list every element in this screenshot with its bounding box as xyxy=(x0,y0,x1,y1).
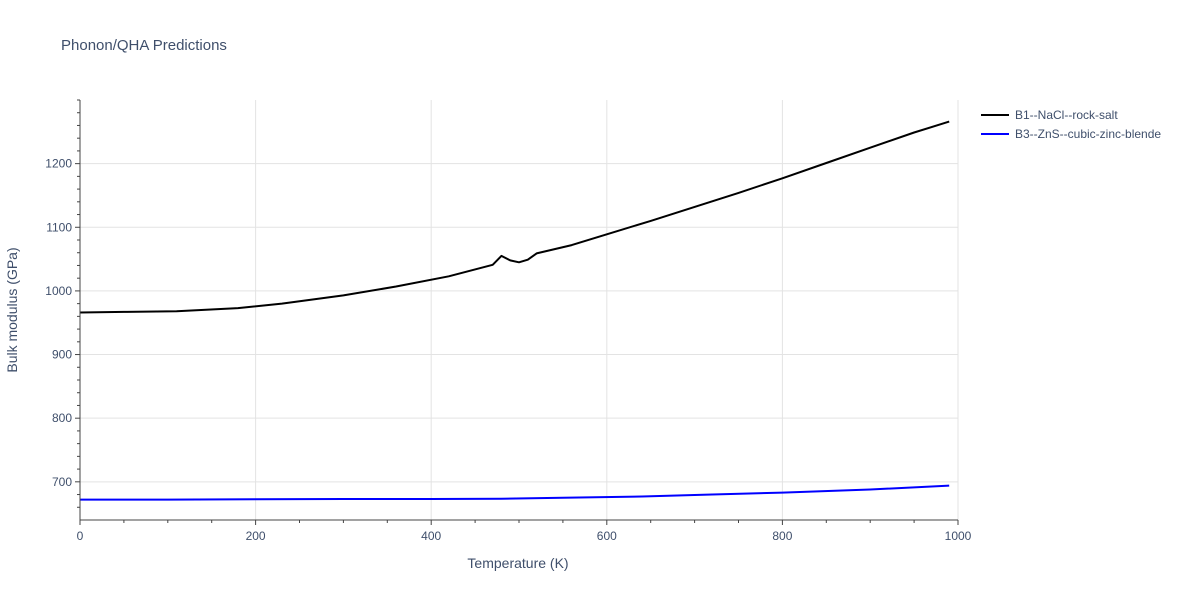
series-line-0 xyxy=(79,120,950,314)
x-axis-title: Temperature (K) xyxy=(467,555,568,571)
x-tick-label: 400 xyxy=(421,529,441,543)
legend-item-1[interactable]: B3--ZnS--cubic-zinc-blende xyxy=(981,127,1161,141)
x-tick-label: 0 xyxy=(77,529,84,543)
x-tick-label: 200 xyxy=(246,529,266,543)
legend-label: B1--NaCl--rock-salt xyxy=(1015,108,1118,122)
x-tick-label: 800 xyxy=(772,529,792,543)
legend-item-0[interactable]: B1--NaCl--rock-salt xyxy=(981,108,1118,122)
x-tick-label: 1000 xyxy=(945,529,972,543)
series-layer xyxy=(79,120,950,501)
chart-title: Phonon/QHA Predictions xyxy=(61,37,227,54)
y-axis-title: Bulk modulus (GPa) xyxy=(4,247,20,372)
y-tick-label: 1100 xyxy=(46,220,72,234)
axis-layer: 0 200 400 600 800 1000 700 800 900 1000 1100 1200 xyxy=(45,99,972,543)
x-tick-label: 600 xyxy=(597,529,617,543)
y-tick-label: 700 xyxy=(52,475,72,489)
y-tick-label: 800 xyxy=(52,411,72,425)
series-line-1 xyxy=(80,484,950,501)
grid-layer xyxy=(80,100,959,520)
y-tick-label: 1000 xyxy=(45,284,72,298)
y-tick-label: 900 xyxy=(52,348,72,362)
y-tick-label: 1200 xyxy=(45,157,72,171)
legend-label: B3--ZnS--cubic-zinc-blende xyxy=(1015,127,1161,141)
legend[interactable]: B1--NaCl--rock-salt B3--ZnS--cubic-zinc-b… xyxy=(981,108,1161,141)
